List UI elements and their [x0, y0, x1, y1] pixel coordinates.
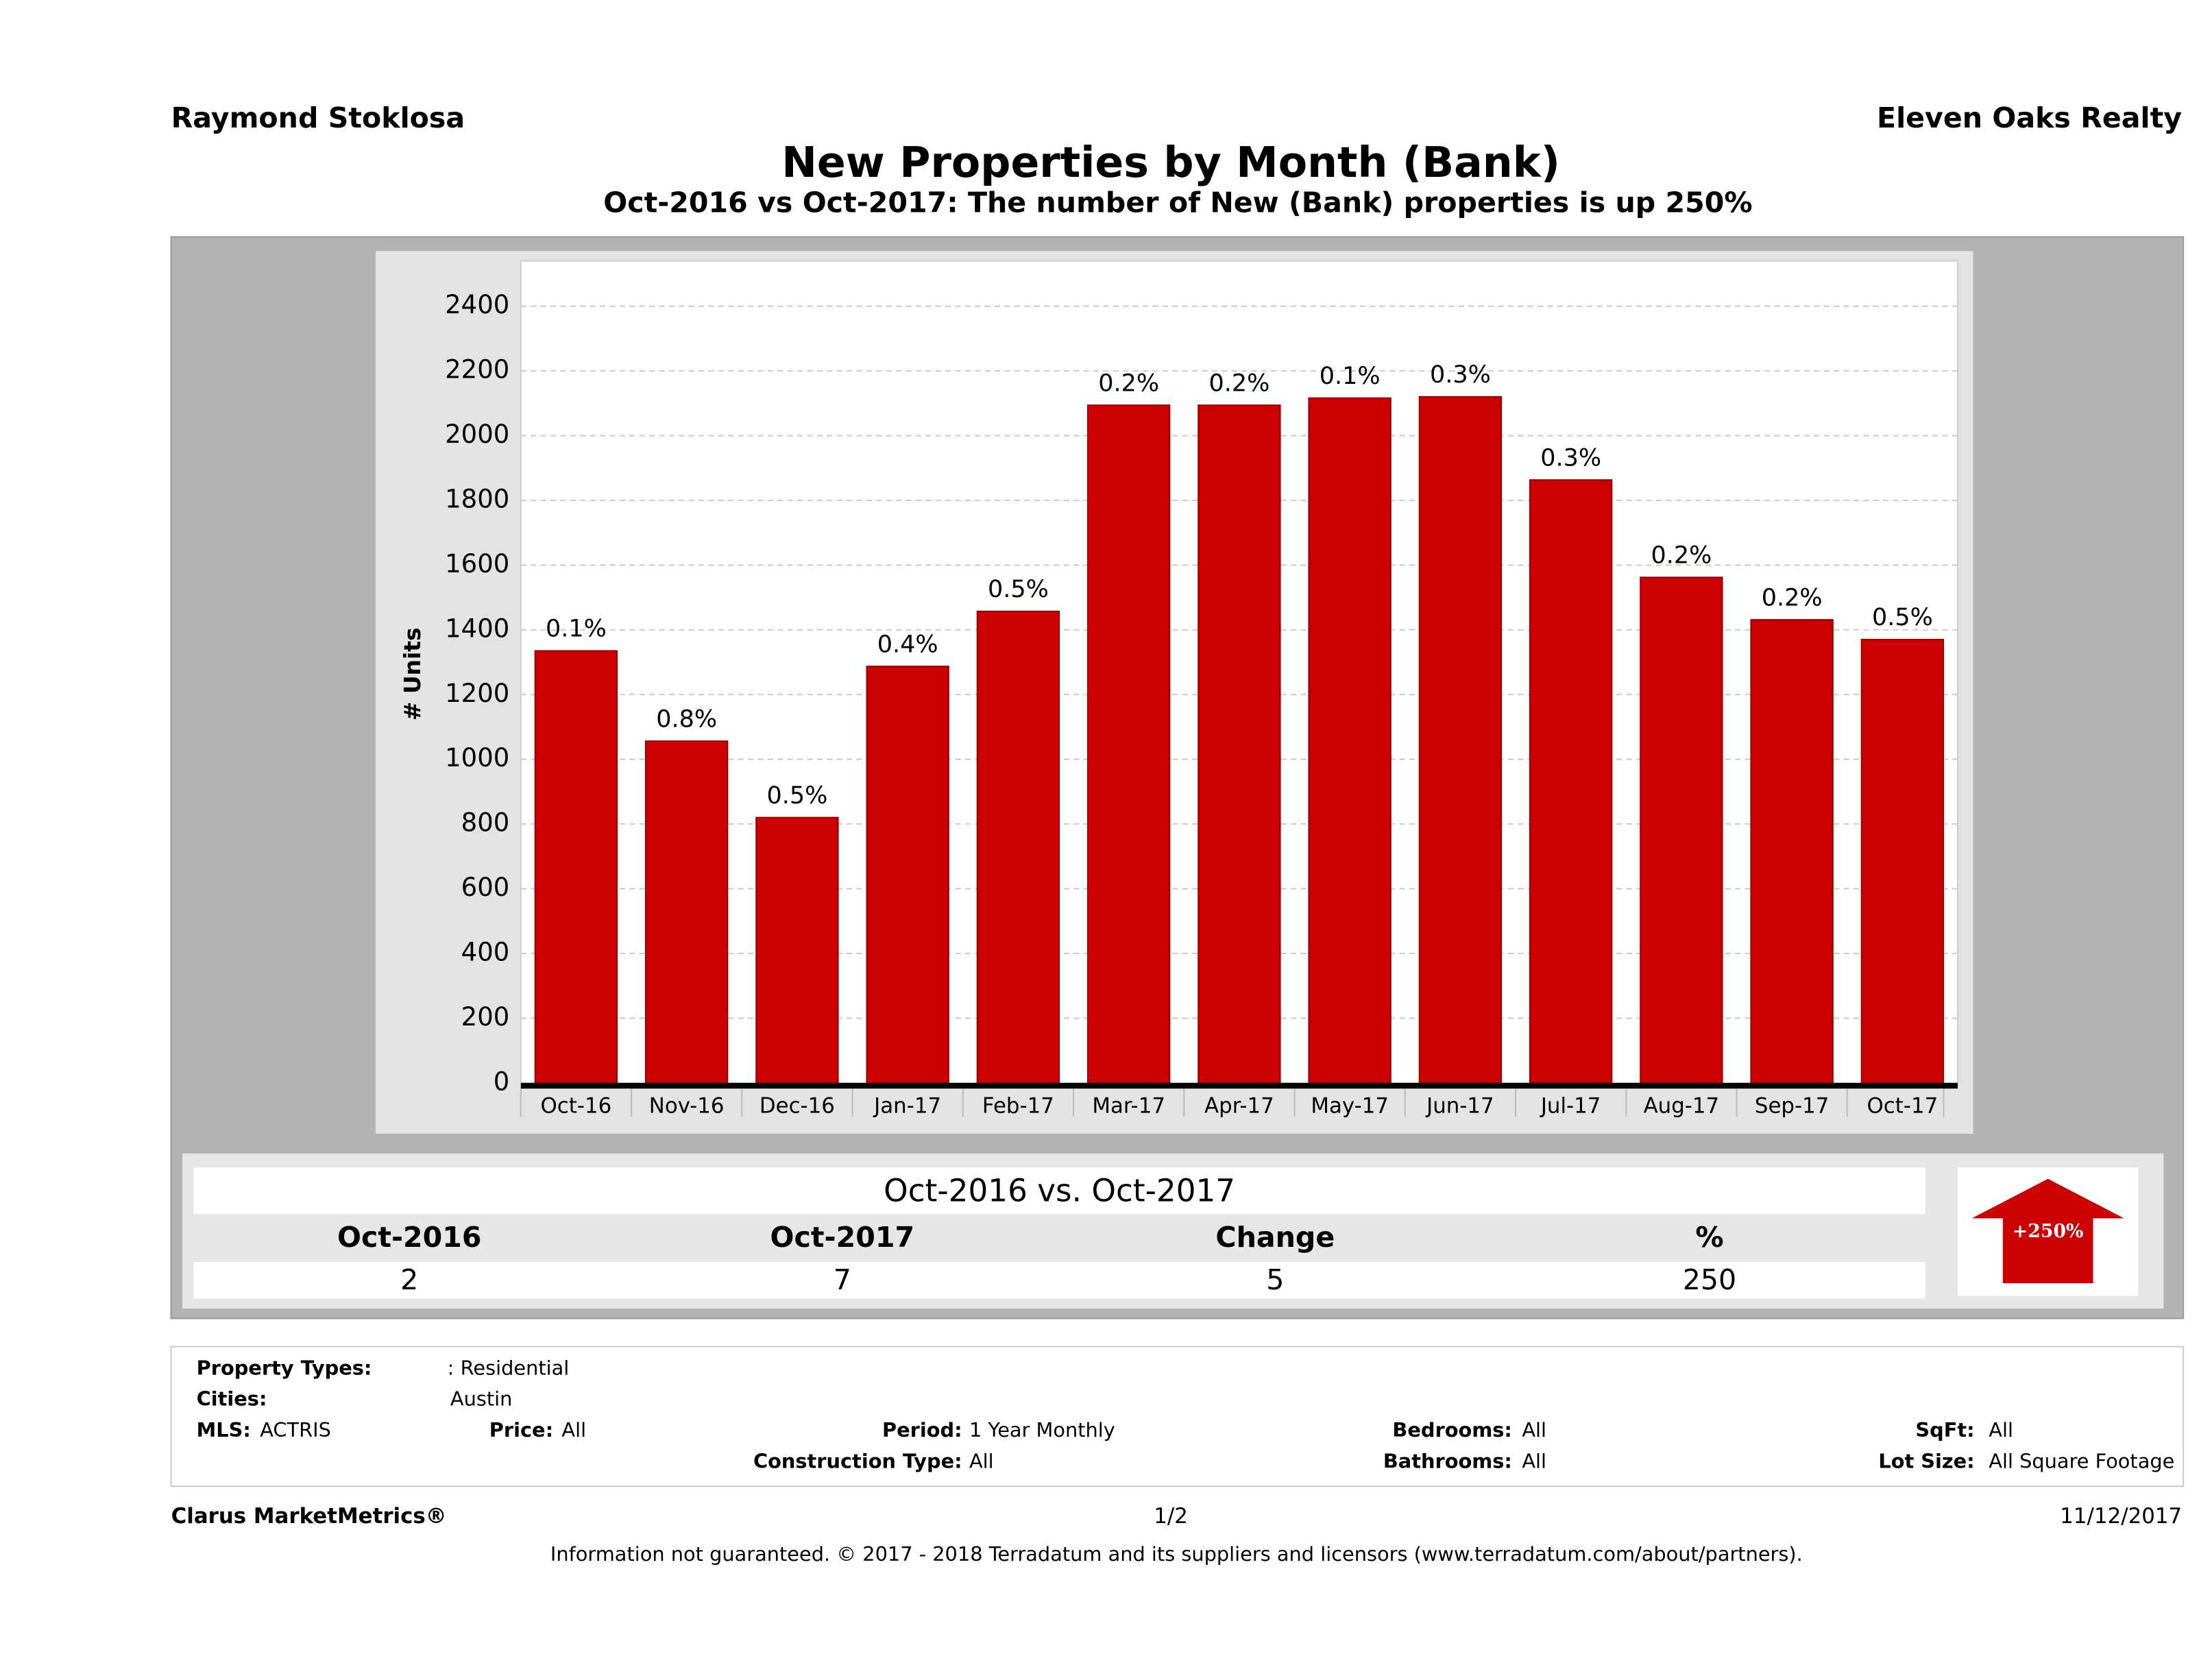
summary-value: 7: [834, 1263, 851, 1296]
filter-value: All: [1989, 1418, 2013, 1442]
bar: [1750, 619, 1834, 1084]
summary-header: Oct-2016: [337, 1221, 482, 1254]
y-tick-label: 600: [461, 873, 510, 902]
x-tick-label: Jul-17: [1540, 1093, 1601, 1118]
bar-annotation: 0.2%: [1098, 369, 1159, 397]
bar-annotation: 0.1%: [546, 616, 607, 643]
bar-annotation: 0.3%: [1540, 444, 1601, 472]
summary-header: %: [1695, 1221, 1723, 1254]
bar-annotation: 0.5%: [766, 782, 827, 810]
y-tick-label: 2000: [445, 420, 509, 449]
summary-header: Change: [1215, 1221, 1335, 1254]
company-name: Eleven Oaks Realty: [1877, 101, 2182, 134]
bar: [1418, 396, 1503, 1084]
bar-annotation: 0.2%: [1651, 542, 1712, 569]
filter-label: Property Types:: [197, 1356, 372, 1379]
bar: [1086, 404, 1171, 1084]
y-tick-label: 1800: [445, 484, 509, 513]
x-tick-label: Feb-17: [982, 1093, 1054, 1118]
x-tick-label: Jun-17: [1425, 1093, 1494, 1118]
filter-value: All: [969, 1449, 994, 1472]
x-tick-label: Sep-17: [1755, 1093, 1830, 1118]
y-tick-label: 200: [461, 1002, 510, 1032]
bar-annotation: 0.5%: [988, 576, 1049, 603]
filter-value: All: [561, 1418, 586, 1442]
filter-label: Bathrooms:: [1383, 1449, 1512, 1472]
footer-brand: Clarus MarketMetrics®: [171, 1504, 447, 1529]
agent-name: Raymond Stoklosa: [171, 101, 465, 134]
y-tick-label: 2200: [445, 355, 509, 385]
x-tick-label: Oct-17: [1867, 1093, 1938, 1118]
x-tick-label: Apr-17: [1204, 1093, 1274, 1118]
y-tick-label: 1200: [445, 679, 509, 708]
bar: [1529, 479, 1613, 1084]
filter-value: All: [1522, 1418, 1546, 1442]
summary-value-row: [193, 1262, 1925, 1299]
y-tick-label: 800: [461, 808, 510, 838]
filter-label: Price:: [489, 1418, 553, 1442]
chart-title: New Properties by Month (Bank): [781, 138, 1560, 187]
x-tick-label: Nov-16: [649, 1093, 725, 1118]
badge-label: +250%: [2013, 1221, 2084, 1242]
filter-value: : Residential: [448, 1356, 569, 1379]
bar: [644, 740, 729, 1084]
chart-subtitle: Oct-2016 vs Oct-2017: The number of New …: [603, 186, 1752, 219]
summary-header: Oct-2017: [770, 1221, 915, 1254]
filter-label: Cities:: [197, 1387, 267, 1411]
x-tick-label: Dec-16: [759, 1093, 835, 1118]
x-tick-label: Jan-17: [873, 1093, 941, 1118]
bar-annotation: 0.4%: [877, 631, 938, 658]
y-tick-label: 0: [494, 1067, 510, 1096]
filter-value: All Square Footage: [1989, 1449, 2174, 1472]
filter-value: 1 Year Monthly: [969, 1418, 1115, 1442]
bar: [1308, 397, 1391, 1084]
y-tick-label: 400: [461, 938, 510, 967]
filter-label: MLS:: [197, 1418, 251, 1442]
y-tick-label: 2400: [445, 290, 509, 319]
summary-title-row: [193, 1167, 1925, 1215]
bar-annotation: 0.1%: [1320, 363, 1381, 390]
y-tick-label: 1000: [445, 743, 509, 773]
y-tick-label: 1400: [445, 613, 509, 643]
bar: [755, 816, 839, 1084]
summary-value: 5: [1266, 1263, 1284, 1296]
filter-value: Austin: [450, 1387, 512, 1411]
bar: [1198, 404, 1281, 1084]
up-arrow: [1971, 1178, 2124, 1283]
y-axis-label: # Units: [399, 627, 426, 720]
bar: [1860, 638, 1945, 1084]
filter-label: Lot Size:: [1878, 1449, 1974, 1472]
summary-value: 2: [400, 1263, 418, 1296]
filter-label: Period:: [882, 1418, 962, 1442]
bar-annotation: 0.2%: [1208, 369, 1269, 397]
bar-annotation: 0.8%: [656, 705, 717, 733]
bar-annotation: 0.5%: [1872, 604, 1933, 631]
x-tick-label: May-17: [1311, 1093, 1389, 1118]
filter-value: All: [1522, 1449, 1546, 1472]
bar: [866, 666, 949, 1084]
bar: [1640, 576, 1723, 1084]
filter-label: SqFt:: [1915, 1418, 1974, 1442]
bar: [976, 610, 1060, 1084]
bar-annotation: 0.3%: [1430, 361, 1491, 389]
filter-label: Bedrooms:: [1392, 1418, 1512, 1442]
filter-label: Construction Type:: [753, 1449, 962, 1472]
x-tick-label: Mar-17: [1092, 1093, 1165, 1118]
bar-annotation: 0.2%: [1762, 584, 1823, 611]
x-tick-label: Aug-17: [1644, 1093, 1720, 1118]
bar: [534, 650, 618, 1084]
disclaimer: Information not guaranteed. © 2017 - 201…: [550, 1542, 1803, 1566]
report-date: 11/12/2017: [2060, 1504, 2182, 1529]
summary-title: Oct-2016 vs. Oct-2017: [884, 1172, 1235, 1208]
filters-box: [170, 1346, 2185, 1487]
summary-value: 250: [1683, 1263, 1736, 1296]
y-tick-label: 1600: [445, 549, 509, 579]
page-number: 1/2: [1154, 1504, 1188, 1529]
filter-value: ACTRIS: [260, 1418, 331, 1442]
x-tick-label: Oct-16: [541, 1093, 612, 1118]
